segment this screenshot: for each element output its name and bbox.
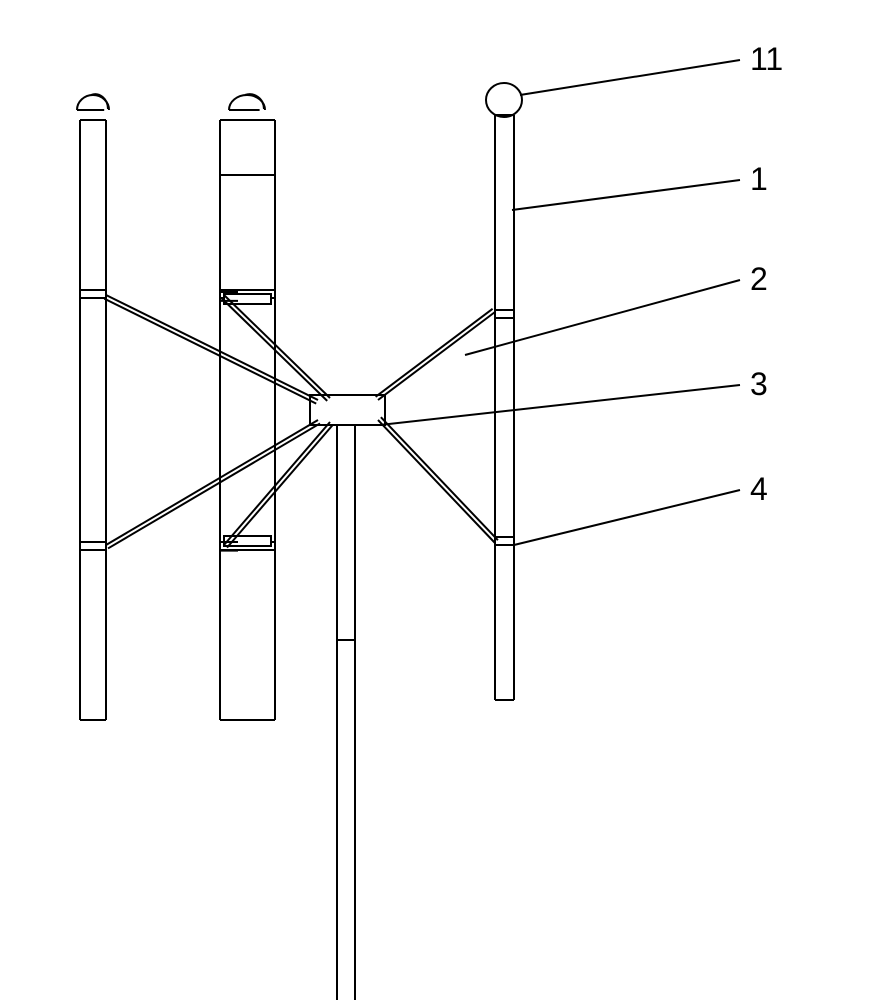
callout-label: 2 — [750, 261, 768, 297]
callout-label: 1 — [750, 161, 768, 197]
callout-label: 3 — [750, 366, 768, 402]
callout-label: 4 — [750, 471, 768, 507]
diagram-canvas: 111234 — [0, 0, 891, 1000]
callout-label: 11 — [750, 41, 783, 77]
